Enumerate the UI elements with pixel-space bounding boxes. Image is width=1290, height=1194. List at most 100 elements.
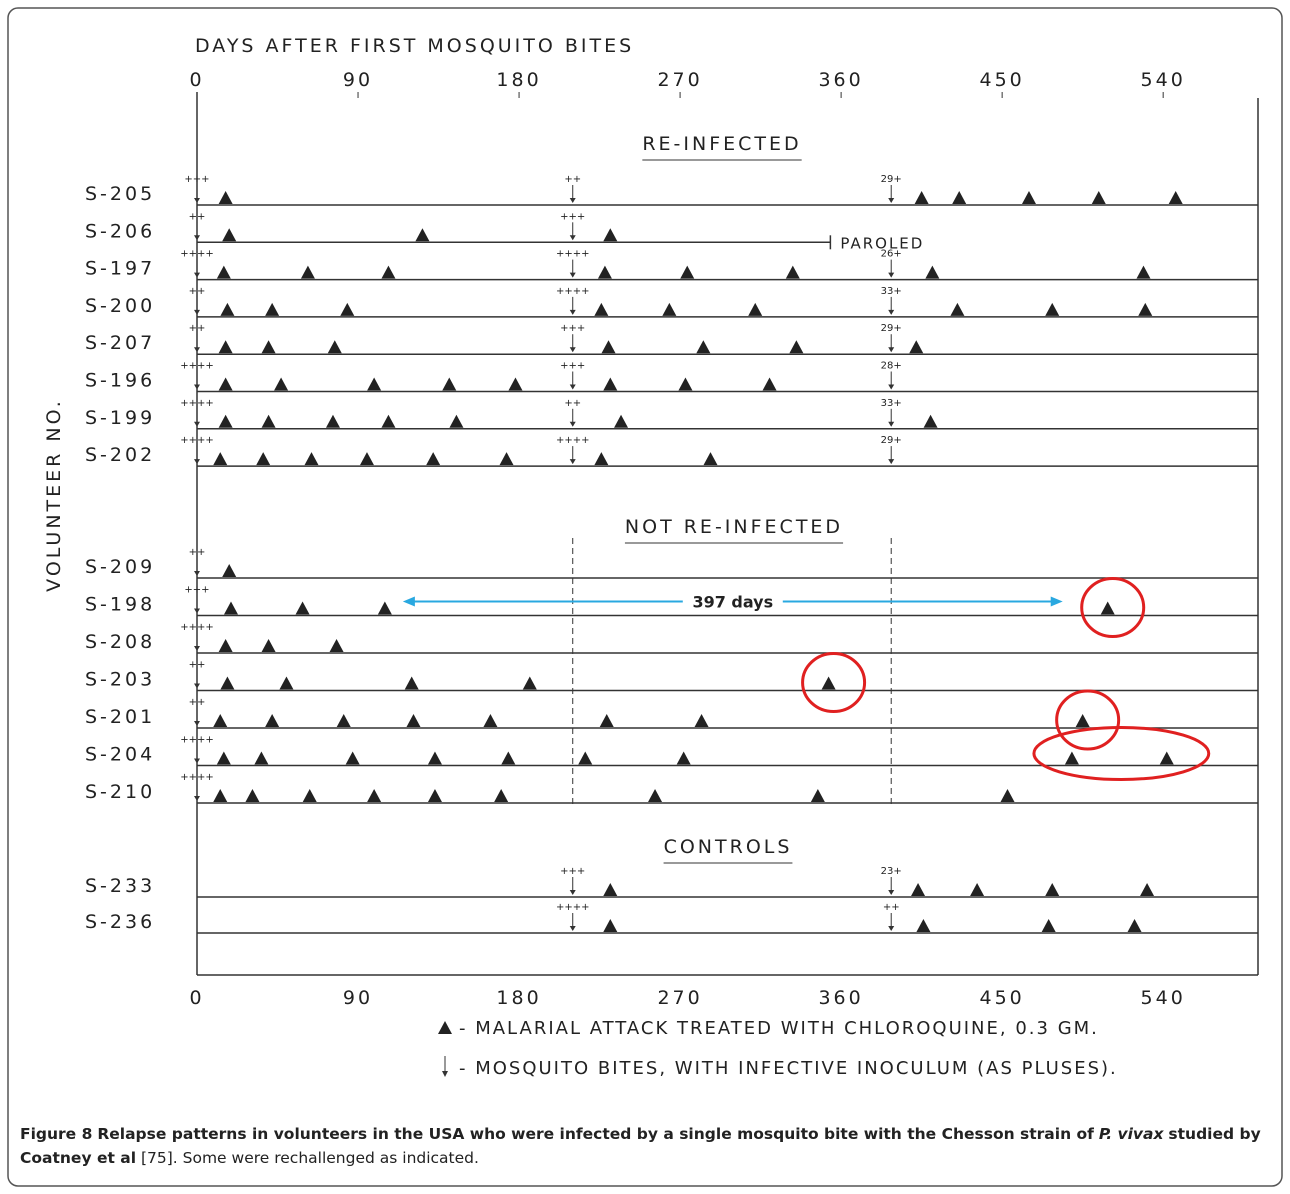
attack-marker [594,452,609,466]
legend-text: - MALARIAL ATTACK TREATED WITH CHLOROQUI… [459,1018,1099,1039]
bite-label: ++++ [180,435,214,446]
row-label: S-199 [85,407,155,429]
arrow-head [194,421,200,427]
x-tick-label: 0 [189,69,204,91]
bite-label: ++ [189,211,206,222]
annotation-bg [682,589,783,614]
x-tick-label: 270 [657,69,702,91]
highlight-circle [1032,726,1211,781]
attack-marker [748,302,763,316]
bite-label: ++ [564,174,581,185]
attack-marker [1064,751,1079,765]
group-title: RE-INFECTED [642,133,801,155]
attack-marker [923,414,938,428]
highlight-circle [1055,689,1121,751]
attack-marker [345,751,360,765]
bite-label: 29+ [881,174,902,185]
attack-marker [594,302,609,316]
annotation: 397 days [692,593,773,612]
arrow-head [194,309,200,315]
attack-marker [213,452,228,466]
attack-marker [265,714,280,727]
attack-marker [279,676,294,690]
attack-marker [223,601,238,615]
attack-marker [952,191,967,204]
arrow-head [194,646,200,651]
arrow-head [888,309,895,315]
bite-label: ++ [189,323,206,334]
arrow-head [569,459,576,465]
arrow-head [888,198,895,203]
arrow-head [888,347,895,353]
bite-label: ++++ [180,361,214,372]
attack-marker [678,377,693,391]
attack-marker [603,919,618,932]
x-tick-label: 270 [657,987,702,1009]
row-label: S-210 [85,781,155,803]
highlight-circle [801,652,867,713]
y-axis-label: VOLUNTEER NO. [43,398,65,592]
attack-marker [426,452,441,466]
attack-marker [603,883,618,896]
bite-label: 29+ [881,323,902,334]
bite-label: +++ [560,211,585,222]
bite-label: 29+ [881,435,902,446]
legend-text: - MOSQUITO BITES, WITH INFECTIVE INOCULU… [459,1058,1118,1079]
row-label: S-204 [85,744,155,766]
arrow-head [888,421,895,427]
bite-label: 33+ [881,398,902,409]
caption-text: studied by Coatney et al [20,1125,1261,1167]
attack-marker [662,302,677,316]
attack-marker [501,751,516,765]
x-tick-label: 90 [343,69,373,91]
attack-marker [599,714,614,727]
attack-marker [1136,265,1151,279]
x-tick-label: 450 [980,987,1025,1009]
attack-marker [1140,883,1155,896]
attack-marker [220,302,235,316]
row-label: S-236 [85,911,155,933]
attack-marker [213,789,228,802]
attack-marker [329,639,344,652]
attack-marker [245,789,260,802]
attack-marker [367,789,382,802]
attack-marker [597,265,612,279]
arrow-head [194,721,200,726]
attack-marker [295,601,310,615]
attack-marker [274,377,289,391]
x-tick-label: 360 [818,69,863,91]
arrow-head [194,571,200,576]
row-label: S-198 [85,594,155,616]
attack-marker [676,751,691,765]
attack-marker [916,919,931,932]
arrow-head [569,198,576,203]
attack-marker [1075,714,1090,727]
attack-marker [1000,789,1015,802]
bite-label: ++++ [180,249,214,260]
arrow-head [194,384,200,390]
x-tick-label: 180 [496,69,541,91]
attack-marker [909,340,924,354]
attack-marker [218,377,233,391]
axis-title: DAYS AFTER FIRST MOSQUITO BITES [195,35,634,57]
attack-marker [694,714,709,727]
attack-marker [1045,302,1060,316]
attack-marker [603,228,618,242]
attack-marker [1100,601,1115,615]
attack-marker [614,414,629,428]
attack-marker [789,340,804,354]
attack-marker [327,340,342,354]
bite-label: 28+ [881,361,902,372]
row-label: S-197 [85,258,155,280]
attack-marker [254,751,269,765]
row-label: S-206 [85,220,155,242]
row-label: S-205 [85,183,155,205]
bite-label: ++++ [180,622,214,633]
row-label: S-201 [85,706,155,728]
attack-marker [336,714,351,727]
attack-marker [377,601,392,615]
group-title: CONTROLS [664,836,793,858]
attack-marker [696,340,711,354]
arrow-head [402,596,415,607]
caption-label: Figure 8 [20,1125,93,1143]
